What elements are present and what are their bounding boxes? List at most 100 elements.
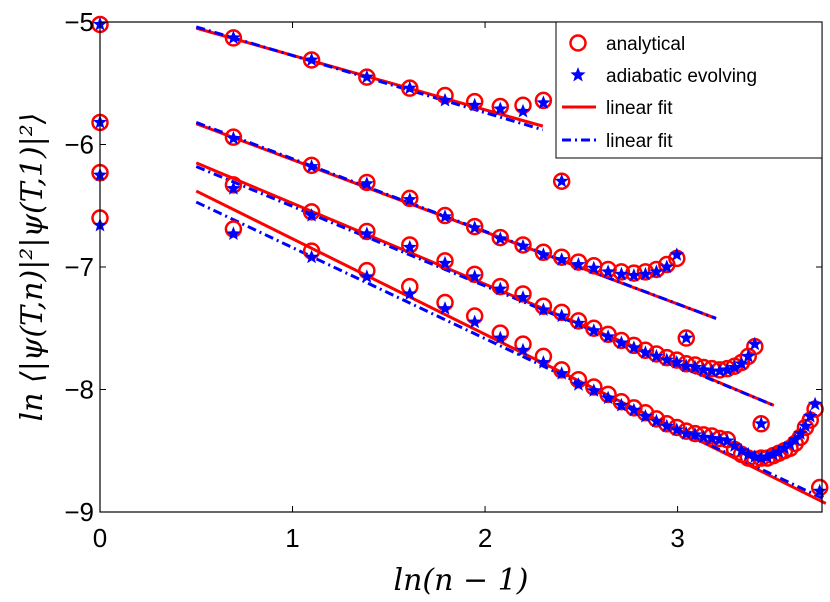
data-marks [91, 15, 829, 505]
x-tick-label: 2 [478, 523, 492, 553]
adiabatic-point [649, 413, 664, 428]
adiabatic-point [226, 226, 241, 240]
adiabatic-point [659, 352, 674, 367]
adiabatic-point [614, 335, 629, 349]
adiabatic-point [402, 80, 417, 95]
adiabatic-point [437, 255, 453, 270]
adiabatic-point [727, 360, 742, 374]
adiabatic-point [226, 130, 241, 145]
adiabatic-point [669, 247, 684, 261]
adiabatic-point [304, 208, 319, 222]
x-tick-label: 0 [93, 523, 107, 553]
adiabatic-point [803, 409, 818, 423]
adiabatic-point [679, 330, 694, 345]
y-tick-label: −8 [64, 375, 94, 405]
adiabatic-point [659, 259, 674, 274]
x-tick-label: 3 [670, 523, 684, 553]
adiabatic-point [734, 356, 749, 370]
legend-analytical-marker [569, 34, 587, 52]
analytical-point [647, 345, 666, 363]
adiabatic-point [437, 209, 453, 223]
adiabatic-point [638, 345, 653, 359]
adiabatic-point [747, 336, 762, 351]
adiabatic-point [679, 426, 694, 440]
adiabatic-point [536, 355, 551, 369]
adiabatic-point [515, 290, 531, 304]
adiabatic-point [679, 358, 694, 373]
adiabatic-point [614, 397, 629, 412]
analytical-point [491, 277, 510, 296]
adiabatic-point [793, 426, 808, 440]
adiabatic-point [402, 239, 417, 254]
adiabatic-point [402, 286, 417, 300]
fit-line-dashdot [195, 200, 827, 502]
adiabatic-point [467, 314, 482, 329]
adiabatic-point [304, 249, 319, 264]
adiabatic-point [304, 52, 319, 66]
adiabatic-point [359, 226, 374, 240]
adiabatic-point [638, 266, 653, 281]
adiabatic-point [467, 220, 482, 234]
adiabatic-point [402, 192, 417, 206]
analytical-point [552, 361, 571, 379]
analytical-point [491, 97, 510, 116]
analytical-point [677, 329, 696, 347]
analytical-point [465, 92, 484, 111]
analytical-point [465, 265, 484, 284]
adiabatic-point [704, 431, 719, 445]
adiabatic-point [688, 360, 703, 374]
adiabatic-point [777, 440, 792, 455]
adiabatic-point [586, 383, 601, 397]
adiabatic-point [304, 159, 319, 173]
adiabatic-point [571, 377, 586, 391]
fit-line-solid [195, 189, 827, 505]
x-axis-label: ln(n − 1) [394, 563, 529, 598]
analytical-point [358, 173, 376, 192]
analytical-point [224, 29, 243, 47]
analytical-point [514, 236, 532, 254]
adiabatic-point [571, 257, 586, 271]
analytical-point [224, 176, 243, 194]
adiabatic-point [467, 269, 482, 283]
adiabatic-point [515, 342, 531, 357]
y-tick-label: −6 [64, 130, 94, 160]
adiabatic-point [586, 260, 601, 275]
adiabatic-point [696, 429, 711, 444]
adiabatic-point [771, 444, 786, 458]
adiabatic-point [659, 418, 674, 433]
adiabatic-point [760, 449, 775, 463]
adiabatic-point [788, 432, 803, 446]
adiabatic-point [614, 266, 629, 281]
analytical-point [436, 252, 454, 270]
adiabatic-point [688, 427, 703, 441]
adiabatic-point [669, 355, 684, 369]
adiabatic-point [649, 348, 664, 363]
adiabatic-point [754, 416, 769, 430]
analytical-point [401, 79, 419, 97]
adiabatic-point [712, 363, 727, 378]
analytical-point [401, 236, 419, 254]
adiabatic-point [720, 433, 735, 447]
y-tick-label: −5 [64, 7, 94, 37]
adiabatic-point [226, 181, 241, 195]
adiabatic-point [226, 30, 241, 44]
analytical-point [552, 303, 571, 322]
analytical-point [612, 263, 631, 281]
analytical-point [552, 248, 571, 266]
adiabatic-point [720, 362, 735, 376]
analytical-point [224, 128, 243, 146]
legend-label-fit-solid: linear fit [606, 98, 673, 119]
adiabatic-point [586, 323, 601, 337]
adiabatic-point [807, 396, 823, 411]
adiabatic-point [669, 422, 684, 436]
adiabatic-point [638, 409, 653, 423]
legend: analytical adiabatic evolving linear fit… [555, 21, 823, 159]
analytical-point [752, 415, 770, 433]
analytical-point [599, 385, 617, 404]
legend-box [555, 21, 823, 159]
analytical-point [585, 319, 603, 337]
adiabatic-point [741, 446, 756, 461]
analytical-point [491, 228, 510, 247]
analytical-point [534, 243, 553, 262]
adiabatic-point [359, 176, 374, 190]
